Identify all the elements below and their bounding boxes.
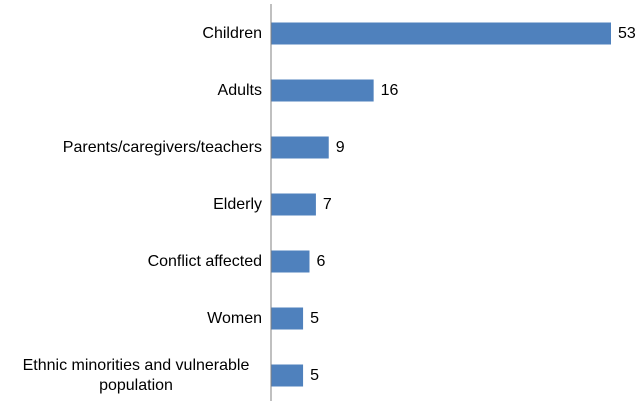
category-label: Ethnic minorities and vulnerable populati… xyxy=(23,357,250,394)
value-labels-group: 53 16 9 7 6 5 5 xyxy=(310,25,636,384)
data-label: 5 xyxy=(310,310,319,327)
bar xyxy=(271,250,310,273)
bar xyxy=(271,193,316,216)
category-label: Children xyxy=(202,25,262,42)
data-label: 53 xyxy=(618,25,636,42)
data-label: 16 xyxy=(381,82,399,99)
category-label: Adults xyxy=(218,82,262,99)
category-label: Parents/caregivers/teachers xyxy=(63,139,262,156)
data-label: 7 xyxy=(323,196,332,213)
bars-group xyxy=(271,22,611,387)
category-label: Elderly xyxy=(213,196,262,213)
data-label: 6 xyxy=(316,253,325,270)
bar xyxy=(271,307,304,330)
bar xyxy=(271,136,329,159)
category-label: Women xyxy=(207,310,262,327)
category-label: Conflict affected xyxy=(148,253,262,270)
bar xyxy=(271,22,611,45)
category-labels-group: Children Adults Parents/caregivers/teacher… xyxy=(23,25,262,394)
category-label-line: Ethnic minorities and vulnerable xyxy=(23,357,250,374)
data-label: 9 xyxy=(336,139,345,156)
bar xyxy=(271,364,304,387)
category-label-line: population xyxy=(99,377,173,394)
bar xyxy=(271,79,374,102)
data-label: 5 xyxy=(310,367,319,384)
